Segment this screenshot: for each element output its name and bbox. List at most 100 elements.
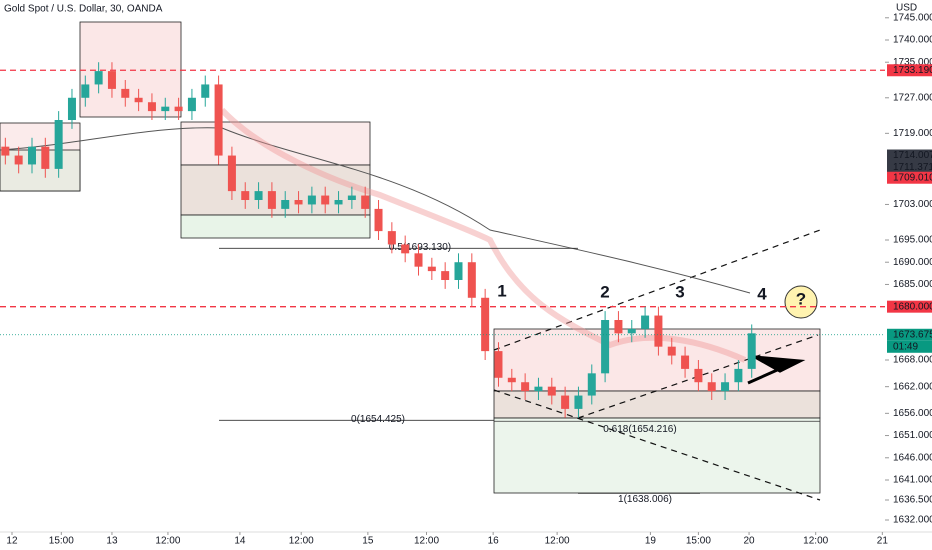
y-tick-label: 1735.000 — [893, 57, 932, 68]
candle-body — [81, 84, 90, 98]
x-tick-label: 15:00 — [49, 536, 74, 547]
candle-body — [467, 262, 476, 298]
price-tag-label: 1673.675 — [893, 329, 932, 340]
fib-label: 0(1654.425) — [351, 414, 405, 425]
candle-body — [67, 97, 76, 120]
candle-body — [321, 195, 330, 205]
moving-average — [0, 127, 751, 294]
x-tick-label: 12:00 — [545, 536, 570, 547]
y-tick-label: 1662.000 — [893, 381, 932, 392]
plot: 0.5(1693.130) 0(1654.425) 0.618(1654.216) 1… — [0, 62, 885, 505]
candle-body — [721, 382, 730, 392]
candle-body — [134, 97, 143, 103]
candle-body — [41, 146, 50, 169]
candle-body — [361, 195, 370, 209]
candle-body — [14, 155, 23, 165]
candle-body — [694, 368, 703, 383]
candle-body — [214, 84, 223, 156]
price-tag-label: 1680.000 — [893, 301, 932, 312]
candle-body — [387, 231, 396, 245]
candle-body — [347, 195, 356, 200]
candle-body — [534, 386, 543, 392]
y-tick-label: 1636.500 — [893, 495, 932, 506]
y-tick-label: 1703.000 — [893, 199, 932, 210]
price-tag-label: 1714.007 — [893, 150, 932, 161]
y-tick-label: 1656.000 — [893, 408, 932, 419]
x-tick-label: 15 — [362, 536, 374, 547]
countdown: 01:49 — [893, 341, 918, 352]
candle-body — [654, 315, 663, 347]
price-tag — [887, 161, 932, 174]
x-tick-label: 21 — [877, 536, 889, 547]
price-tag-label: 1711.371 — [893, 162, 932, 173]
candle-body — [454, 262, 463, 280]
currency: USD — [896, 3, 917, 14]
candle-body — [587, 373, 596, 396]
x-tick-label: 13 — [106, 536, 118, 547]
candle-body — [681, 355, 690, 369]
y-tick-label: 1651.000 — [893, 430, 932, 441]
candle-body — [241, 191, 250, 200]
chart-title: Gold Spot / U.S. Dollar, 30, OANDA — [4, 4, 163, 15]
x-tick-label: 15:00 — [686, 536, 711, 547]
candle-body — [494, 351, 503, 378]
y-tick-label: 1646.000 — [893, 452, 932, 463]
x-tick-label: 12:00 — [289, 536, 314, 547]
countdown-box — [887, 340, 932, 353]
candle-body — [107, 71, 116, 89]
y-tick-label: 1719.000 — [893, 128, 932, 139]
y-tick-label: 1690.000 — [893, 257, 932, 268]
annotation: ? — [796, 289, 806, 308]
candle-body — [507, 377, 516, 383]
x-tick-label: 20 — [743, 536, 755, 547]
candle-body — [27, 146, 36, 165]
annotation: 3 — [675, 282, 684, 301]
annotation: 1 — [497, 281, 506, 300]
candle-body — [601, 320, 610, 374]
x-tick-label: 12:00 — [803, 536, 828, 547]
y-tick-label: 1632.000 — [893, 515, 932, 526]
y-tick-label: 1685.000 — [893, 279, 932, 290]
axes: 1745.000 1740.000 1735.000 1727.000 1719.000… — [0, 12, 932, 547]
candle-body — [187, 97, 196, 112]
y-tick-label: 1641.000 — [893, 475, 932, 486]
candle-body — [667, 346, 676, 356]
y-tick-label: 1668.000 — [893, 355, 932, 366]
candle-body — [627, 328, 636, 334]
ribbon — [219, 107, 747, 363]
zones — [0, 21, 821, 494]
question-badge — [784, 285, 818, 319]
fib-label: 1(1638.006) — [618, 494, 672, 505]
candle-body — [54, 120, 63, 169]
y-tick-label: 1695.000 — [893, 235, 932, 246]
candle-body — [121, 88, 130, 98]
x-tick-label: 12:00 — [155, 536, 180, 547]
x-tick-label: 12 — [6, 536, 18, 547]
candle-body — [561, 395, 570, 409]
price-tag — [887, 149, 932, 162]
candle-body — [574, 395, 583, 409]
price-tag — [887, 64, 932, 77]
candle-body — [441, 271, 450, 280]
candle-body — [374, 208, 383, 232]
annotation: 4 — [757, 284, 767, 303]
candle-body — [281, 200, 290, 209]
annotation: 2 — [600, 282, 609, 301]
x-tick-label: 12:00 — [414, 536, 439, 547]
fib-label: 0.5(1693.130) — [389, 242, 451, 253]
candle-body — [707, 382, 716, 392]
price-tag — [887, 171, 932, 184]
candle-body — [401, 244, 410, 254]
arrow — [747, 355, 806, 385]
y-tick-label: 1727.000 — [893, 92, 932, 103]
candle-body — [1, 146, 10, 156]
candle-body — [147, 102, 156, 112]
fib-label: 0.618(1654.216) — [603, 424, 676, 435]
y-tick-label: 1740.000 — [893, 35, 932, 46]
candle-body — [747, 333, 756, 369]
candle-body — [254, 191, 263, 200]
candle-body — [547, 386, 556, 396]
candle-body — [734, 368, 743, 383]
candle-body — [161, 106, 170, 112]
candle-body — [614, 320, 623, 334]
